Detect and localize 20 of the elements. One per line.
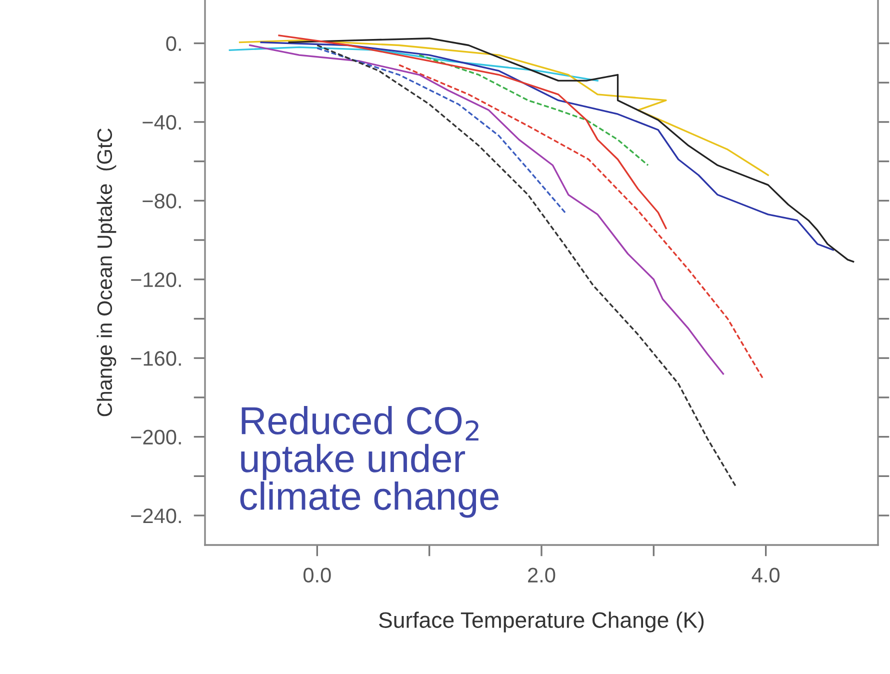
y-tick-label: −240. xyxy=(131,508,181,524)
annotation: Reduced CO$_{2}$ uptake under climate change xyxy=(240,406,498,518)
y-tick-label: −80. xyxy=(142,194,181,208)
y-tick-label: 0. xyxy=(166,36,181,52)
x-tick-label: 0.0 xyxy=(304,568,331,583)
y-tick-label: −120. xyxy=(131,272,181,288)
line-series xyxy=(228,46,598,82)
line-series xyxy=(278,34,667,230)
y-tick-label: −40. xyxy=(142,114,181,130)
line-series xyxy=(249,44,724,375)
y-tick-label: −200. xyxy=(131,430,181,445)
line-series xyxy=(418,54,649,166)
x-axis-title: Surface Temperature Change (K) xyxy=(379,612,704,632)
y-axis-title: Change in Ocean Uptake (GtC xyxy=(96,128,116,416)
x-tick-label: 4.0 xyxy=(752,568,780,583)
line-series xyxy=(316,47,566,214)
line-series xyxy=(398,64,764,379)
line-series xyxy=(238,40,769,176)
y-tick-label: −160. xyxy=(131,351,181,366)
x-tick-label: 2.0 xyxy=(528,568,556,583)
